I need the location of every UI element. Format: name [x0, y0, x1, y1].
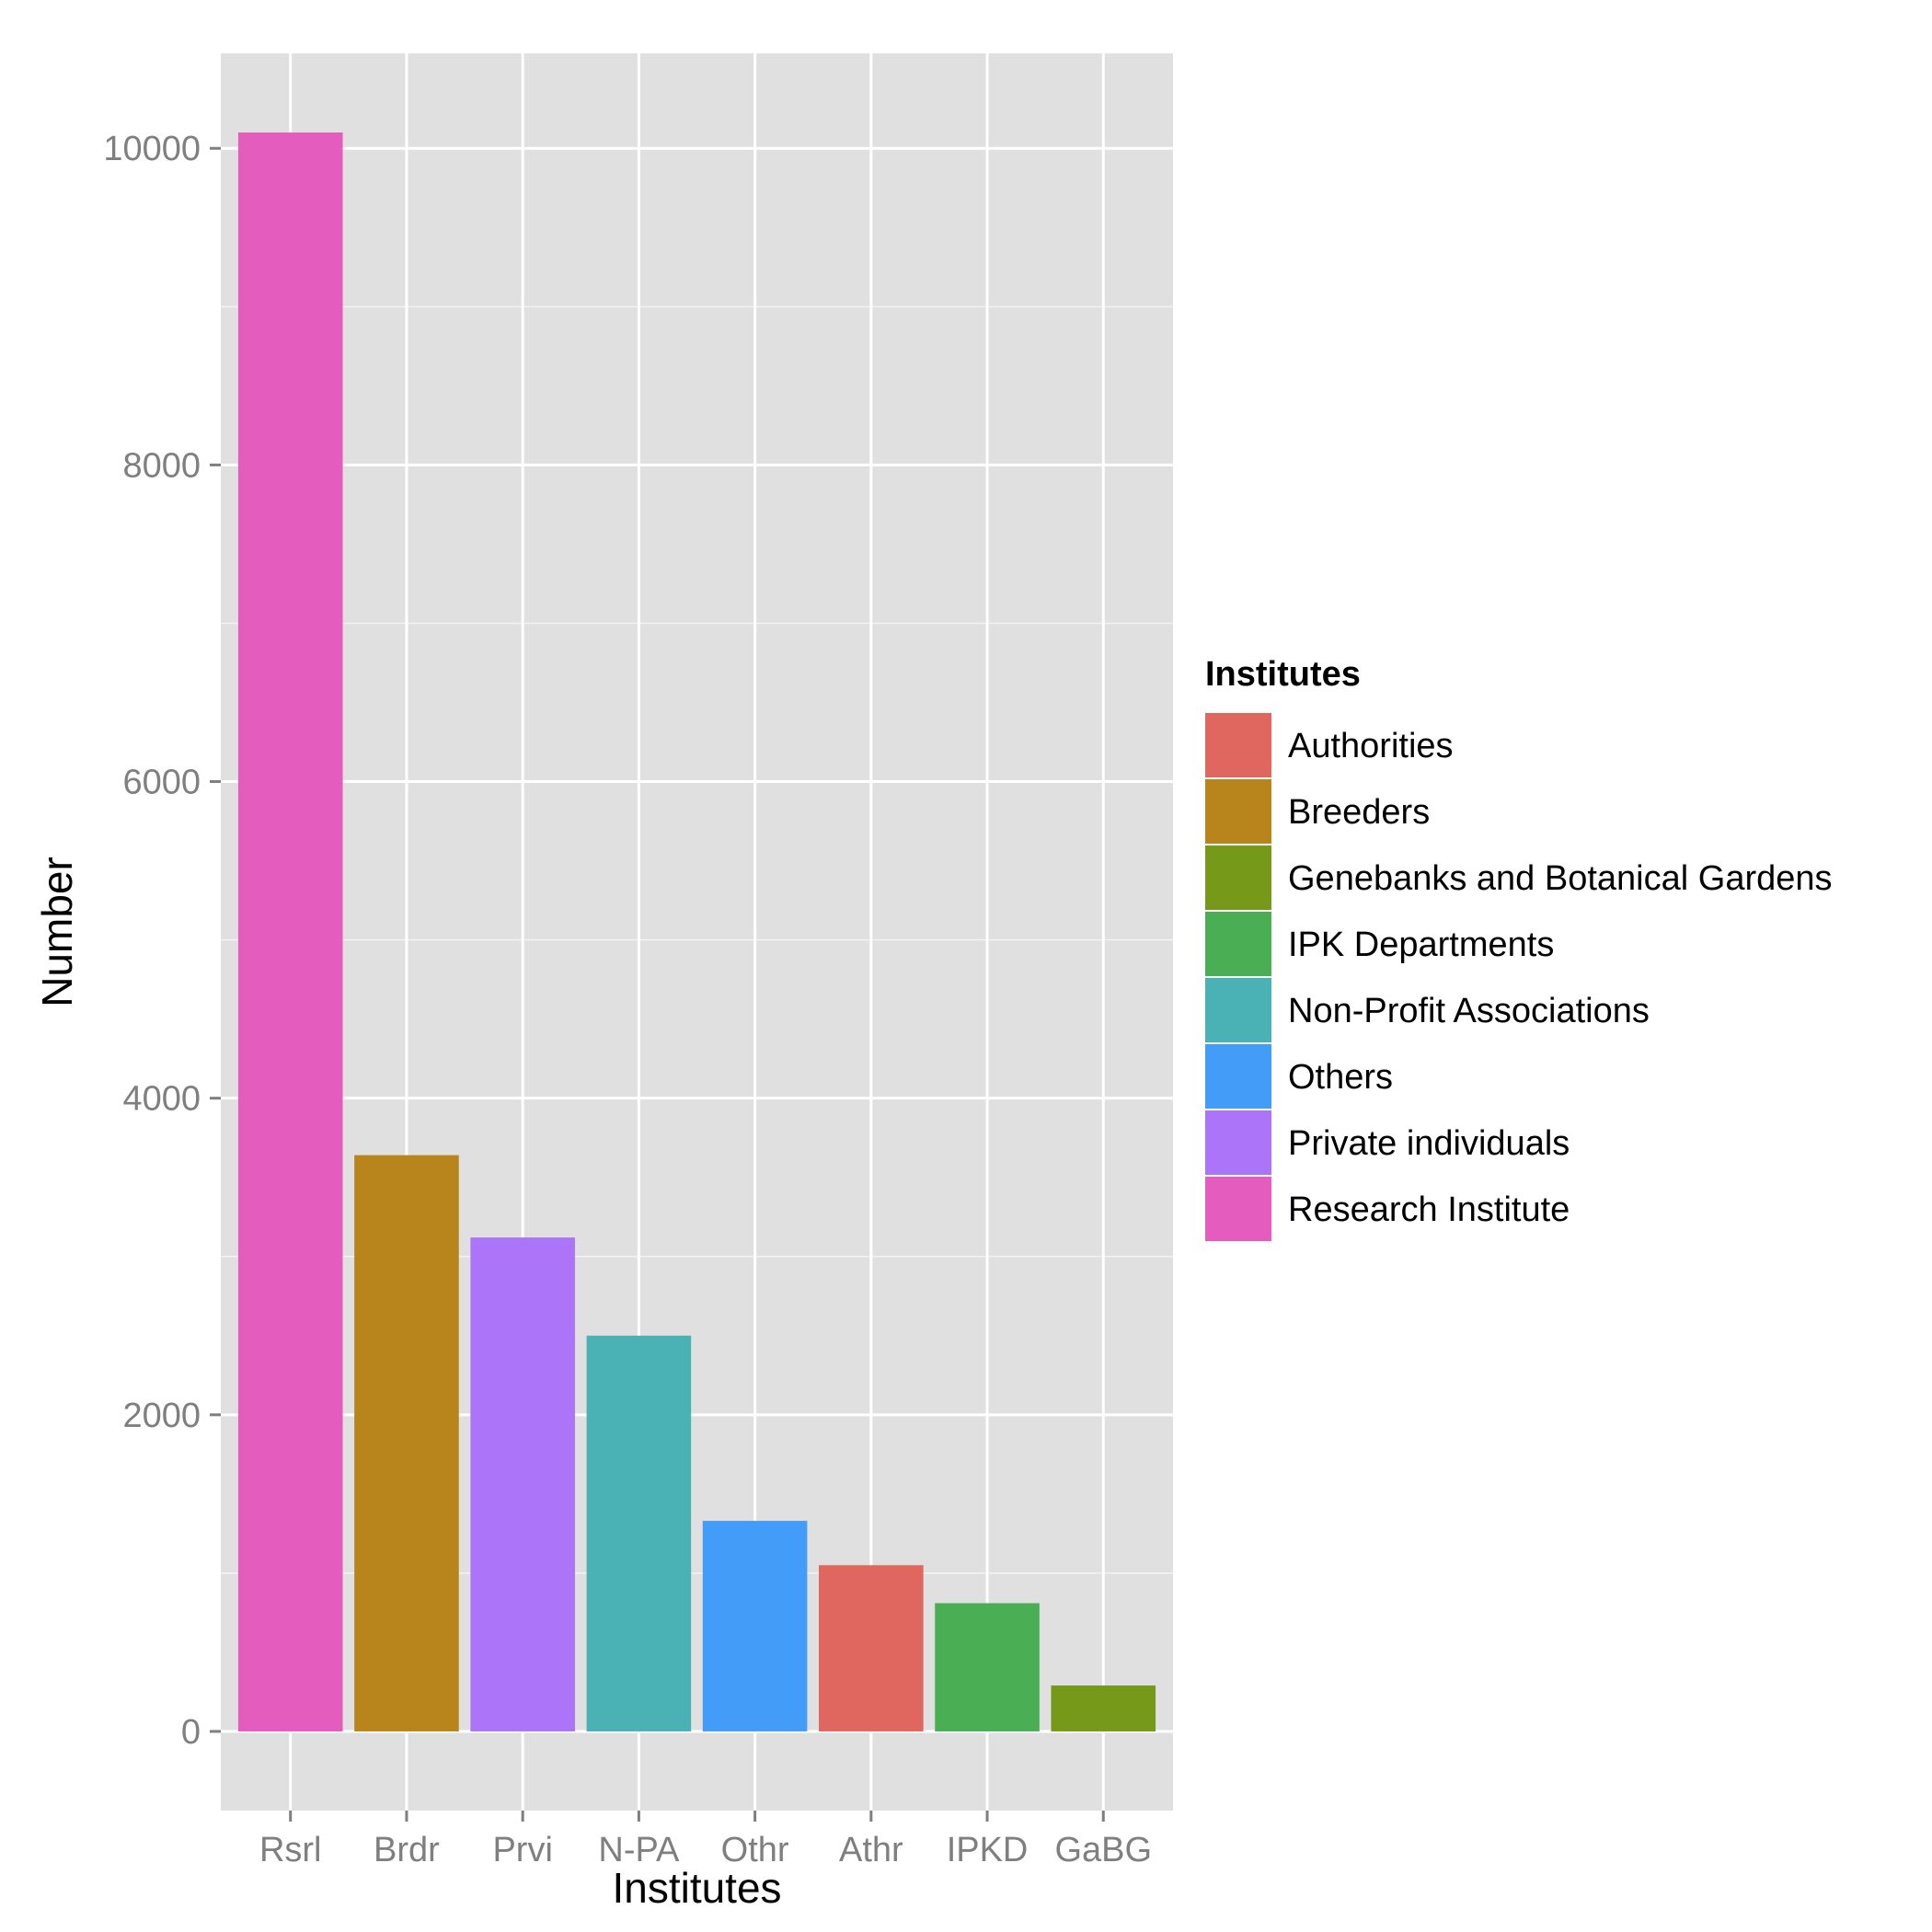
legend: Institutes Authorities Breeders Genebanks …	[1205, 655, 1833, 1243]
bars-group	[237, 132, 1156, 1731]
x-tick-label: Brdr	[374, 1831, 440, 1869]
y-axis: 0 2000 4000 6000 8000 10000	[103, 130, 221, 1752]
y-axis-title: Number	[33, 857, 81, 1007]
bar-athr	[819, 1565, 924, 1731]
bar-ipkd	[935, 1603, 1040, 1731]
legend-key	[1205, 1110, 1271, 1175]
legend-key	[1205, 845, 1271, 910]
x-tick-label: N-PA	[598, 1831, 680, 1869]
legend-key-divider	[1205, 910, 1271, 912]
bar-othr	[702, 1521, 808, 1731]
y-tick-label: 0	[181, 1713, 201, 1752]
legend-key-divider	[1205, 1241, 1271, 1243]
bar-gabg	[1051, 1685, 1156, 1731]
legend-key	[1205, 1177, 1271, 1241]
x-axis-title: Institutes	[612, 1864, 781, 1912]
legend-label: Others	[1288, 1058, 1393, 1097]
legend-label: IPK Departments	[1288, 926, 1554, 964]
y-tick-label: 2000	[122, 1397, 201, 1435]
x-tick-label: Athr	[839, 1831, 903, 1869]
legend-label: Genebanks and Botanical Gardens	[1288, 859, 1833, 898]
bar-prvi	[470, 1237, 575, 1731]
legend-label: Breeders	[1288, 793, 1430, 832]
bar-rsrl	[237, 132, 343, 1731]
bar-brdr	[354, 1155, 459, 1731]
y-tick-label: 8000	[122, 446, 201, 485]
legend-key-divider	[1205, 1109, 1271, 1110]
legend-key	[1205, 1044, 1271, 1109]
x-tick-label: Prvi	[492, 1831, 552, 1869]
legend-label: Authorities	[1288, 727, 1454, 765]
legend-label: Non-Profit Associations	[1288, 992, 1650, 1030]
legend-key	[1205, 713, 1271, 777]
legend-entries: Authorities Breeders Genebanks and Botanic…	[1205, 713, 1833, 1243]
x-tick-label: Othr	[721, 1831, 789, 1869]
legend-label: Research Institute	[1288, 1190, 1570, 1229]
x-tick-label: Rsrl	[259, 1831, 322, 1869]
legend-key	[1205, 912, 1271, 976]
y-tick-label: 10000	[103, 130, 201, 168]
legend-key-divider	[1205, 777, 1271, 779]
x-axis: Rsrl Brdr Prvi N-PA Othr Athr IPKD GaBG	[259, 1811, 1152, 1869]
legend-key-divider	[1205, 1042, 1271, 1044]
y-tick-label: 6000	[122, 764, 201, 802]
legend-label: Private individuals	[1288, 1124, 1570, 1163]
legend-key	[1205, 978, 1271, 1042]
legend-title: Institutes	[1205, 655, 1361, 694]
major-gridlines	[221, 53, 1173, 1811]
x-tick-label: GaBG	[1054, 1831, 1152, 1869]
y-tick-label: 4000	[122, 1080, 201, 1119]
legend-key-divider	[1205, 844, 1271, 845]
legend-key-divider	[1205, 1175, 1271, 1177]
legend-key	[1205, 779, 1271, 844]
bar-n-pa	[586, 1335, 692, 1731]
x-tick-label: IPKD	[947, 1831, 1029, 1869]
legend-key-divider	[1205, 976, 1271, 978]
